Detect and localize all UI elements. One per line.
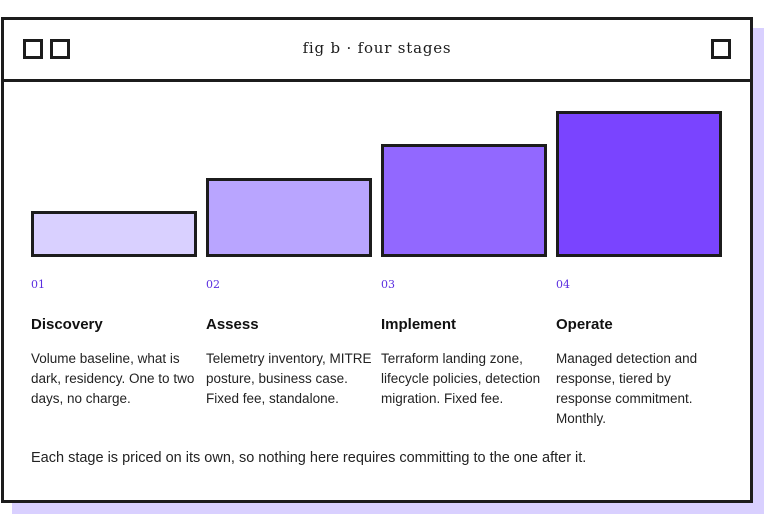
stage-description: Terraform landing zone, lifecycle polici… xyxy=(381,351,541,406)
window-square-icon-left-2[interactable] xyxy=(50,39,70,59)
stage-bar-implement xyxy=(381,144,547,257)
window-square-icon-right[interactable] xyxy=(711,39,731,59)
stage-description: Managed detection and response, tiered b… xyxy=(556,351,698,426)
stage-number: 03 xyxy=(381,278,395,291)
stage-description: Telemetry inventory, MITRE posture, busi… xyxy=(206,351,372,406)
stage-number: 01 xyxy=(31,278,45,291)
stage-name: Implement xyxy=(381,316,457,333)
stage-bar-discovery xyxy=(31,211,197,257)
title-bar: fig b · four stages xyxy=(4,20,750,82)
stage-name: Assess xyxy=(206,316,259,333)
stage-number: 04 xyxy=(556,278,570,291)
stage-bar-operate xyxy=(556,111,722,257)
stage-name: Discovery xyxy=(31,316,103,333)
figure-window: fig b · four stages 01 Discovery Volume … xyxy=(1,17,753,503)
stage-number: 02 xyxy=(206,278,220,291)
window-square-icon-left-1[interactable] xyxy=(23,39,43,59)
figure-title: fig b · four stages xyxy=(302,39,452,57)
stage-name: Operate xyxy=(556,316,613,333)
stage-bar-assess xyxy=(206,178,372,257)
stage-description: Volume baseline, what is dark, residency… xyxy=(31,351,195,406)
pricing-note: Each stage is priced on its own, so noth… xyxy=(31,450,587,466)
